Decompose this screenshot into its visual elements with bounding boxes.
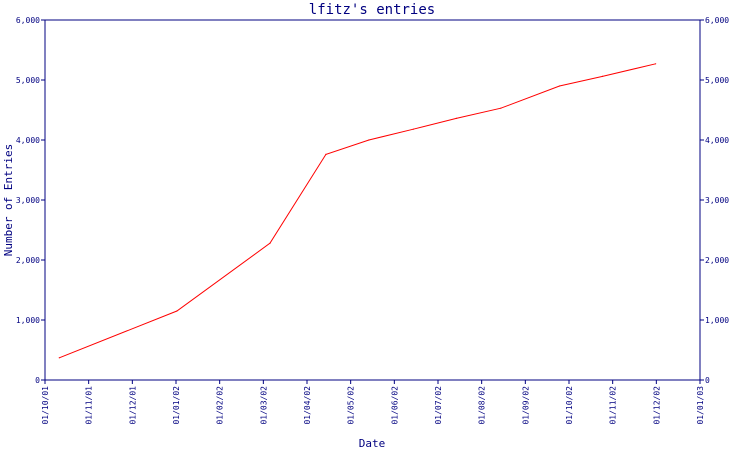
- x-tick-label: 01/03/02: [259, 386, 268, 425]
- y-tick-label-left: 1,000: [16, 316, 40, 325]
- x-tick-label: 01/11/01: [85, 386, 94, 425]
- data-point: [269, 242, 271, 244]
- x-tick-label: 01/12/02: [652, 386, 661, 425]
- data-point: [500, 107, 502, 109]
- x-tick-label: 01/08/02: [478, 386, 487, 425]
- x-tick-label: 01/10/01: [41, 386, 50, 425]
- x-tick-label: 01/05/02: [347, 386, 356, 425]
- x-tick-label: 01/06/02: [390, 386, 399, 425]
- x-tick-label: 01/10/02: [565, 386, 574, 425]
- y-tick-label-left: 0: [35, 376, 40, 385]
- y-tick-label-right: 6,000: [705, 16, 729, 25]
- y-tick-label-right: 1,000: [705, 316, 729, 325]
- x-tick-label: 01/07/02: [434, 386, 443, 425]
- x-tick-label: 01/01/02: [172, 386, 181, 425]
- chart-title: lfitz's entries: [309, 2, 435, 18]
- y-tick-label-right: 2,000: [705, 256, 729, 265]
- data-point: [455, 117, 457, 119]
- x-tick-label: 01/12/01: [128, 386, 137, 425]
- y-tick-label-right: 4,000: [705, 136, 729, 145]
- data-point: [58, 357, 60, 359]
- x-axis-label: Date: [359, 437, 386, 450]
- y-tick-label-right: 5,000: [705, 76, 729, 85]
- x-tick-label: 01/02/02: [216, 386, 225, 425]
- data-point: [601, 75, 604, 77]
- data-point: [412, 128, 414, 130]
- series-line: [59, 63, 656, 359]
- data-point: [558, 85, 561, 87]
- x-tick-label: 01/04/02: [303, 386, 312, 425]
- y-tick-label-right: 3,000: [705, 196, 729, 205]
- y-tick-label-left: 2,000: [16, 256, 40, 265]
- y-tick-label-left: 3,000: [16, 196, 40, 205]
- y-axis-label: Number of Entries: [2, 144, 15, 257]
- x-tick-label: 01/01/03: [696, 386, 705, 425]
- y-tick-label-left: 6,000: [16, 16, 40, 25]
- y-tick-label-left: 4,000: [16, 136, 40, 145]
- x-tick-label: 01/09/02: [521, 386, 530, 425]
- data-point: [176, 310, 178, 312]
- data-point: [368, 139, 370, 141]
- data-point: [325, 153, 327, 155]
- plot-frame: [44, 19, 701, 381]
- y-tick-label-right: 0: [705, 376, 710, 385]
- y-tick-label-left: 5,000: [16, 76, 40, 85]
- x-tick-label: 01/11/02: [609, 386, 618, 425]
- data-point: [655, 63, 657, 65]
